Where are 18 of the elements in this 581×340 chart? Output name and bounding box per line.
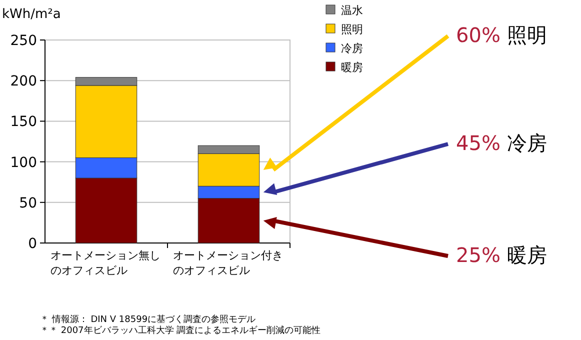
y-tick-label: 0 xyxy=(28,236,37,252)
x-tick-label: オートメーション無しのオフィスビル xyxy=(50,249,160,277)
text: 45% 冷房 xyxy=(456,131,547,155)
legend-label: 暖房 xyxy=(341,61,363,74)
x-tick-label: オートメーション付きのオフィスビル xyxy=(172,249,283,277)
legend-label: 冷房 xyxy=(341,42,363,55)
y-axis-title: kWh/m²a xyxy=(2,7,61,22)
y-tick-label: 50 xyxy=(19,195,37,212)
text: 25% 暖房 xyxy=(456,243,547,267)
y-tick-label: 200 xyxy=(10,74,37,90)
text: 60% 照明 xyxy=(456,23,547,47)
text: ＊＊ 2007年ビバラッハ工科大学 調査によるエネルギー削減の可能性 xyxy=(40,325,321,336)
y-tick-label: 250 xyxy=(10,33,37,49)
y-tick-label: 100 xyxy=(10,154,37,171)
text: ＊ 情報源： DIN V 18599に基づく調査の参照モデル xyxy=(40,314,256,325)
y-tick-label: 150 xyxy=(10,114,37,130)
legend-label: 照明 xyxy=(341,23,363,36)
legend-label: 温水 xyxy=(341,4,363,17)
